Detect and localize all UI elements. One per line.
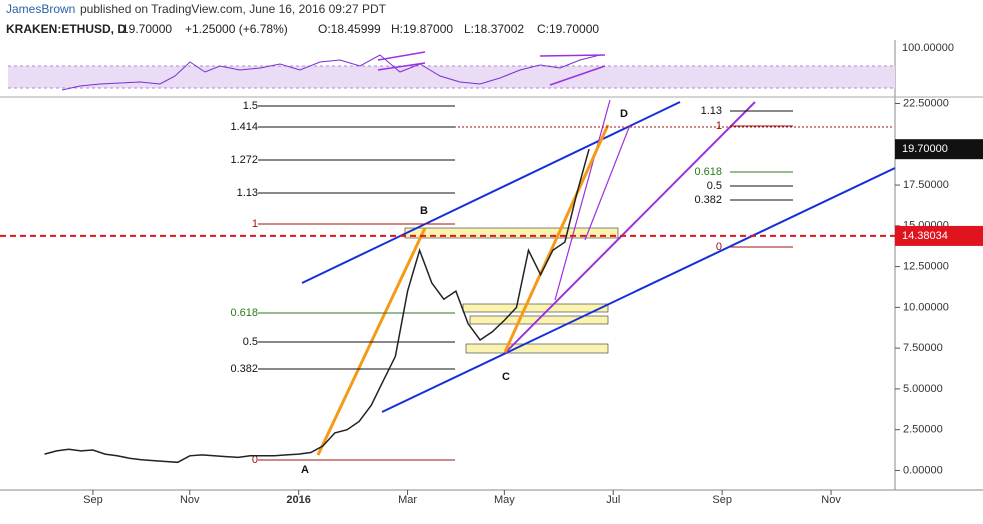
y-tick-label: 22.50000: [903, 97, 949, 109]
point-label: B: [420, 205, 428, 217]
fib-label: 1: [252, 218, 258, 230]
fib-label: 0.618: [694, 166, 722, 178]
last-price-label: 19.70000: [902, 143, 948, 155]
point-label: C: [502, 371, 510, 383]
zone-box: [462, 303, 609, 313]
fib-label: 0: [716, 241, 722, 253]
trendline: [584, 124, 631, 241]
low: L:18.37002: [464, 22, 524, 36]
fib-label: 1.13: [237, 187, 258, 199]
point-label: D: [620, 108, 628, 120]
quote: 19.70000: [122, 22, 172, 36]
indicator-band: [8, 66, 895, 88]
close: C:19.70000: [537, 22, 599, 36]
open: O:18.45999: [318, 22, 381, 36]
x-tick-label: Nov: [821, 494, 841, 506]
zone-box: [465, 343, 609, 354]
y-tick-label: 12.50000: [903, 260, 949, 272]
indicator-trendline: [377, 62, 426, 71]
trendline: [554, 99, 611, 301]
last-price-box: [895, 139, 983, 160]
high: H:19.87000: [391, 22, 453, 36]
y-tick-label: 2.50000: [903, 424, 943, 436]
fib-label: 1: [716, 120, 722, 132]
x-tick-label: Jul: [606, 494, 620, 506]
trendline: [381, 167, 896, 413]
fib-label: 0.5: [707, 180, 722, 192]
author: JamesBrown: [6, 2, 75, 16]
fib-label: 0.382: [230, 363, 258, 375]
indicator-trendline: [549, 65, 606, 86]
alert-price-label: 14.38034: [902, 230, 948, 242]
fib-label: 0.5: [243, 336, 258, 348]
x-tick-label: May: [494, 494, 515, 506]
indicator-trendline: [377, 51, 426, 61]
trendline: [504, 101, 756, 354]
symbol: KRAKEN:ETHUSD, D: [6, 22, 126, 36]
fib-label: 1.5: [243, 100, 258, 112]
y-tick-label: 5.00000: [903, 383, 943, 395]
indicator-trendline: [539, 54, 606, 57]
alert-price-box: [895, 225, 983, 246]
y-tick-label: 17.50000: [903, 179, 949, 191]
fib-label: 1.272: [230, 154, 258, 166]
x-tick-label: Sep: [83, 494, 103, 506]
fib-label: 0.382: [694, 194, 722, 206]
fib-label: 0.618: [230, 307, 258, 319]
fib-label: 1.414: [230, 121, 258, 133]
indicator-axis-label: 100.00000: [902, 42, 954, 54]
fib-label: 1.13: [701, 105, 722, 117]
point-label: A: [301, 464, 309, 476]
x-tick-label: Mar: [398, 494, 417, 506]
y-tick-label: 7.50000: [903, 342, 943, 354]
published: published on TradingView.com, June 16, 2…: [80, 2, 387, 16]
swing-line: [503, 124, 610, 353]
trendline: [301, 101, 681, 284]
x-tick-label: Sep: [712, 494, 732, 506]
x-tick-label: Nov: [180, 494, 200, 506]
x-tick-label: 2016: [286, 494, 310, 506]
change: +1.25000 (+6.78%): [185, 22, 288, 36]
y-tick-label: 10.00000: [903, 301, 949, 313]
indicator-line: [61, 54, 601, 91]
y-tick-label: 0.00000: [903, 464, 943, 476]
price-line: [44, 149, 590, 464]
fib-label: 0: [252, 454, 258, 466]
